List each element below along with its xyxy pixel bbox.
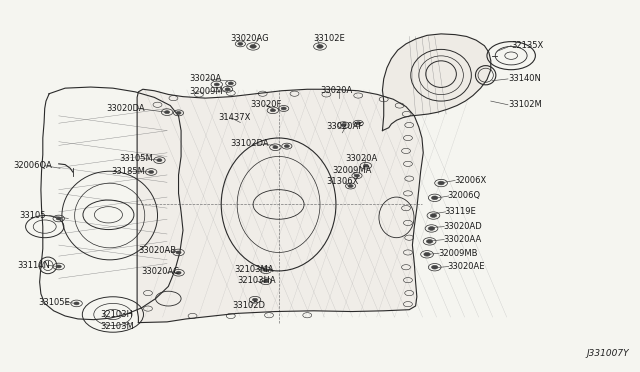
Text: 32103H: 32103H — [100, 310, 133, 319]
Text: 32009MA: 32009MA — [333, 166, 372, 174]
Text: 33020F: 33020F — [250, 100, 282, 109]
Polygon shape — [137, 89, 423, 323]
Text: 33020A: 33020A — [346, 154, 378, 163]
Circle shape — [270, 109, 275, 112]
Circle shape — [281, 107, 286, 110]
Circle shape — [428, 227, 435, 230]
Text: 33020A: 33020A — [189, 74, 221, 83]
Circle shape — [238, 42, 243, 45]
Circle shape — [273, 146, 278, 149]
Circle shape — [424, 253, 430, 256]
Text: 32103MA: 32103MA — [234, 265, 273, 274]
Polygon shape — [383, 34, 491, 131]
Text: 33102E: 33102E — [314, 34, 346, 43]
Text: 33020AG: 33020AG — [231, 34, 269, 43]
Circle shape — [74, 302, 79, 305]
Text: 31306X: 31306X — [326, 177, 359, 186]
Text: 32006X: 32006X — [454, 176, 486, 185]
Text: 33185M: 33185M — [111, 167, 145, 176]
Text: 32103M: 32103M — [100, 322, 134, 331]
Text: 33020AB: 33020AB — [138, 246, 177, 255]
Text: 33119E: 33119E — [444, 207, 476, 217]
Circle shape — [430, 214, 436, 217]
Circle shape — [348, 185, 353, 187]
Text: 33105: 33105 — [19, 211, 45, 220]
Circle shape — [148, 170, 154, 173]
Text: 33105E: 33105E — [38, 298, 70, 307]
Circle shape — [356, 122, 361, 125]
Circle shape — [56, 217, 61, 220]
Circle shape — [225, 88, 230, 91]
Text: 32009M: 32009M — [189, 87, 223, 96]
Circle shape — [317, 45, 323, 48]
Text: 32006Q: 32006Q — [447, 192, 481, 201]
Text: 31437X: 31437X — [218, 113, 250, 122]
Text: 33020AC: 33020AC — [141, 267, 180, 276]
Circle shape — [176, 112, 181, 114]
Circle shape — [263, 269, 268, 272]
Text: J331007Y: J331007Y — [586, 349, 629, 358]
Text: 32103HA: 32103HA — [237, 276, 276, 285]
Text: 32009MB: 32009MB — [438, 249, 477, 258]
Text: 33020AA: 33020AA — [443, 235, 481, 244]
Circle shape — [263, 280, 268, 283]
Circle shape — [431, 196, 438, 200]
Circle shape — [431, 265, 438, 269]
Text: 32135X: 32135X — [511, 41, 543, 50]
Text: 33020AF: 33020AF — [326, 122, 364, 131]
Text: 33020A: 33020A — [320, 86, 352, 94]
Text: 33102D: 33102D — [232, 301, 265, 311]
Text: 33114N: 33114N — [17, 261, 50, 270]
Text: 33020DA: 33020DA — [106, 104, 145, 113]
Text: 33140N: 33140N — [508, 74, 541, 83]
Circle shape — [228, 82, 234, 85]
Circle shape — [355, 174, 360, 177]
Text: 33020AE: 33020AE — [447, 262, 485, 271]
Circle shape — [56, 265, 61, 268]
Circle shape — [250, 45, 256, 48]
Circle shape — [364, 164, 369, 167]
Text: 32006QA: 32006QA — [13, 161, 52, 170]
Circle shape — [157, 159, 162, 161]
Text: 33102M: 33102M — [508, 100, 541, 109]
Circle shape — [164, 111, 170, 113]
Circle shape — [252, 298, 257, 301]
Text: 33102DA: 33102DA — [231, 139, 269, 148]
Circle shape — [438, 181, 444, 185]
Text: 33020AD: 33020AD — [443, 222, 482, 231]
Text: 33105M: 33105M — [119, 154, 153, 163]
Circle shape — [176, 271, 181, 274]
Circle shape — [426, 240, 433, 243]
Circle shape — [284, 145, 289, 148]
Circle shape — [176, 251, 181, 254]
Circle shape — [214, 83, 220, 86]
Circle shape — [341, 124, 346, 126]
